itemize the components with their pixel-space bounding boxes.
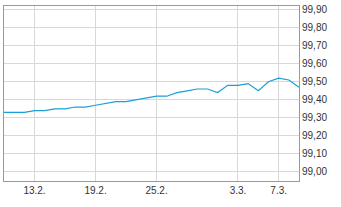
svg-text:99,90: 99,90	[302, 4, 327, 15]
svg-text:99,00: 99,00	[302, 166, 327, 177]
svg-text:99,60: 99,60	[302, 58, 327, 69]
svg-text:99,40: 99,40	[302, 94, 327, 105]
svg-text:99,20: 99,20	[302, 130, 327, 141]
svg-text:99,50: 99,50	[302, 76, 327, 87]
svg-text:19.2.: 19.2.	[84, 185, 106, 196]
svg-text:13.2.: 13.2.	[23, 185, 45, 196]
svg-text:3.3.: 3.3.	[230, 185, 247, 196]
svg-text:99,30: 99,30	[302, 112, 327, 123]
svg-text:25.2.: 25.2.	[145, 185, 167, 196]
svg-text:99,80: 99,80	[302, 22, 327, 33]
svg-text:99,70: 99,70	[302, 40, 327, 51]
svg-text:99,10: 99,10	[302, 148, 327, 159]
svg-text:7.3.: 7.3.	[270, 185, 287, 196]
